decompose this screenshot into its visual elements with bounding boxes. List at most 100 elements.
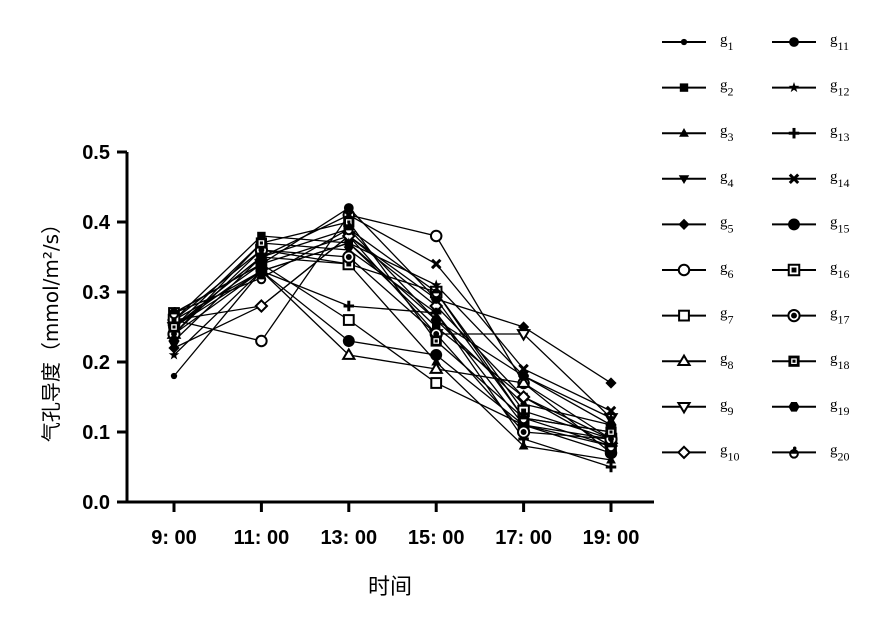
data-point — [605, 420, 617, 430]
legend-label: g5 — [720, 214, 734, 235]
legend-label: g16 — [830, 260, 850, 281]
legend-marker — [676, 401, 692, 415]
legend-marker — [788, 218, 800, 231]
legend-label: g13 — [830, 123, 850, 144]
legend-item-g2: g2 — [662, 78, 734, 99]
x-ticks: 9: 00 11: 00 13: 00 15: 00 17: 00 19: 00 — [151, 502, 639, 549]
series-line — [173, 214, 612, 454]
y-tick-label: 0.0 — [82, 492, 110, 514]
data-point — [430, 335, 442, 347]
series-line — [173, 249, 612, 440]
data-point — [168, 321, 180, 333]
legend-marker — [789, 446, 799, 459]
data-point — [257, 231, 266, 241]
legend-marker — [787, 309, 801, 323]
legend-label: g15 — [830, 214, 850, 235]
data-point — [431, 356, 442, 366]
series-line — [173, 270, 612, 440]
x-tick-label: 13: 00 — [320, 527, 377, 549]
series-g17 — [167, 243, 618, 446]
legend-label: g6 — [720, 260, 734, 281]
data-point — [432, 322, 441, 332]
data-point — [605, 412, 617, 423]
series-g20 — [169, 223, 616, 453]
data-point — [255, 252, 267, 262]
legend-marker — [789, 37, 799, 47]
legend-marker — [678, 309, 690, 322]
data-point — [254, 298, 269, 314]
plot-area — [166, 203, 619, 473]
legend-marker — [676, 353, 692, 367]
legend-item-g20: g20 — [772, 442, 850, 463]
data-point — [343, 216, 355, 228]
series-line — [173, 214, 612, 412]
data-point — [429, 229, 443, 243]
legend-label: g14 — [830, 169, 850, 190]
data-point — [517, 425, 531, 439]
data-point — [605, 405, 617, 417]
legend-marker — [676, 445, 692, 460]
x-tick-label: 15: 00 — [408, 527, 465, 549]
series-g8 — [166, 263, 619, 444]
legend-item-g12: g12 — [772, 78, 850, 99]
legend-marker — [677, 263, 691, 277]
legend-item-g5: g5 — [662, 214, 734, 235]
data-point — [256, 272, 267, 285]
legend-label: g20 — [830, 442, 850, 463]
data-point — [255, 334, 268, 348]
data-point — [342, 250, 356, 264]
legend-marker — [679, 83, 689, 92]
legend-item-g7: g7 — [662, 306, 734, 327]
y-axis-title: 气孔导度（mmol/m²/s） — [39, 214, 63, 442]
y-tick-label: 0.3 — [82, 282, 110, 304]
legend-marker — [678, 218, 690, 230]
legend-label: g18 — [830, 351, 850, 372]
series-g13 — [168, 265, 617, 473]
legend-item-g18: g18 — [772, 351, 850, 372]
data-point — [431, 286, 442, 299]
data-point — [168, 349, 180, 360]
legend-marker — [788, 127, 800, 139]
x-tick-label: 17: 00 — [495, 527, 552, 549]
data-point — [605, 377, 617, 389]
series-line — [173, 228, 612, 447]
series-line — [173, 249, 612, 440]
data-point — [343, 223, 354, 236]
legend-label: g9 — [720, 397, 734, 418]
data-point — [606, 440, 616, 453]
series-line — [173, 235, 612, 384]
legend-item-g1: g1 — [662, 32, 734, 53]
series-line — [173, 270, 612, 468]
data-point — [343, 237, 355, 248]
y-tick-label: 0.2 — [82, 352, 110, 374]
x-axis-title: 时间 — [368, 575, 412, 600]
data-point — [170, 372, 178, 380]
legend-item-g11: g11 — [772, 32, 849, 53]
legend-marker — [787, 263, 801, 277]
data-point — [518, 371, 530, 381]
legend: g1 g2 g3 g4 g5 g6 g7 g8 g9 g10 g11 g12 g13 g14 g15 g16 g… — [662, 32, 850, 463]
legend-marker — [679, 127, 689, 137]
legend-marker — [788, 355, 800, 367]
data-point — [255, 265, 268, 277]
series-g6 — [167, 208, 618, 460]
data-point — [342, 314, 355, 326]
legend-label: g17 — [830, 306, 850, 327]
data-point — [168, 336, 180, 346]
legend-label: g4 — [720, 169, 734, 190]
legend-label: g2 — [720, 78, 734, 99]
legend-label: g3 — [720, 123, 734, 144]
data-point — [516, 329, 531, 342]
legend-item-g14: g14 — [772, 169, 850, 190]
axes — [125, 152, 654, 504]
y-tick-label: 0.4 — [82, 212, 111, 234]
legend-label: g12 — [830, 78, 850, 99]
legend-item-g4: g4 — [662, 169, 734, 190]
legend-marker — [788, 173, 800, 185]
data-point — [430, 315, 442, 325]
data-point — [605, 461, 617, 473]
legend-item-g10: g10 — [662, 442, 740, 463]
data-point — [342, 335, 355, 347]
legend-item-g15: g15 — [772, 214, 850, 235]
